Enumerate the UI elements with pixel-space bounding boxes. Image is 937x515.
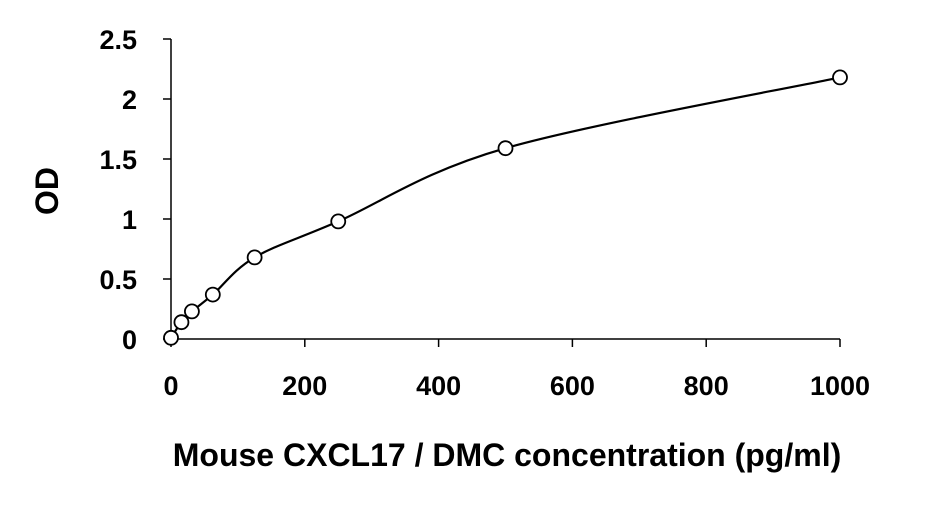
x-tick-label: 600 [550, 371, 595, 401]
y-axis-title: OD [29, 167, 65, 215]
data-point [204, 286, 221, 303]
y-tick-label: 1 [122, 205, 137, 235]
data-point [173, 314, 190, 331]
x-tick-label: 1000 [810, 371, 870, 401]
fit-curve-group [170, 76, 841, 339]
axes [170, 39, 840, 340]
data-point [246, 249, 263, 266]
x-axis-title: Mouse CXCL17 / DMC concentration (pg/ml) [173, 437, 841, 473]
data-point [163, 329, 179, 346]
data-points [163, 69, 848, 346]
x-tick-label: 0 [163, 371, 178, 401]
data-point [832, 69, 848, 86]
data-point [184, 303, 200, 320]
fit-curve [170, 76, 841, 339]
x-tick-label: 400 [416, 371, 461, 401]
x-tick-label: 800 [684, 371, 729, 401]
y-tick-label: 0.5 [99, 265, 137, 295]
data-point [330, 213, 347, 230]
y-tick-label: 1.5 [99, 145, 137, 175]
y-tick-label: 0 [122, 325, 137, 355]
y-tick-label: 2 [122, 85, 137, 115]
y-tick-label: 2.5 [99, 25, 137, 55]
ticks: 0 0.5 1 1.5 2 2.5 0 200 400 600 800 1000 [99, 25, 870, 401]
data-point [497, 140, 514, 157]
x-tick-label: 200 [282, 371, 327, 401]
